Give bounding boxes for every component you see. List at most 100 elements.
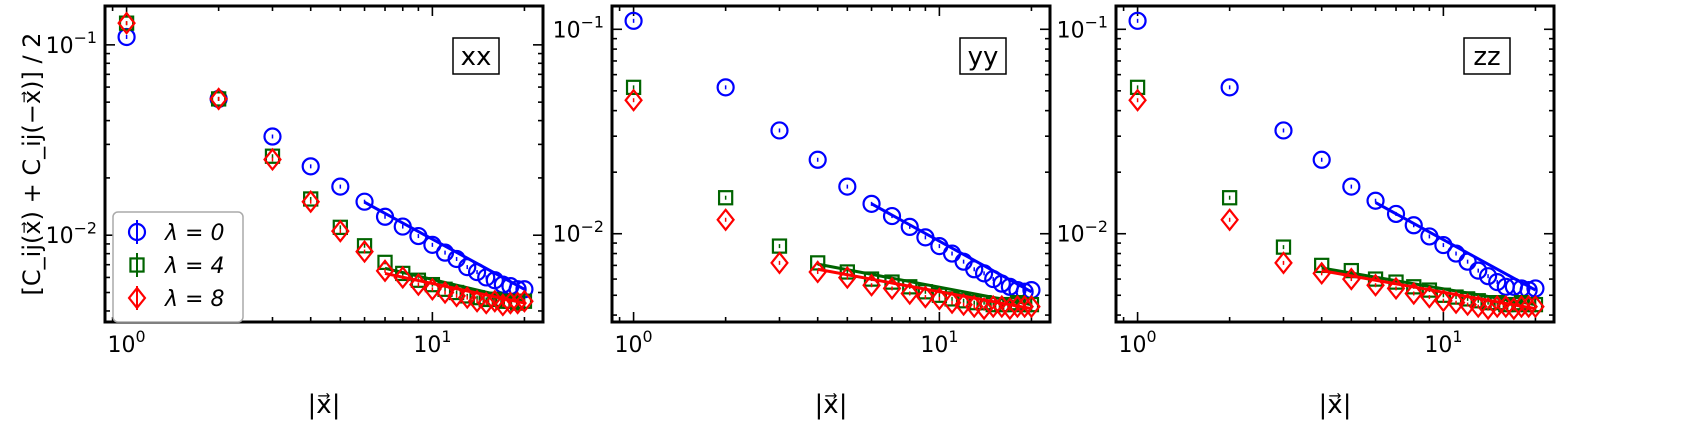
- data-point: [301, 190, 321, 214]
- data-point: [770, 121, 789, 140]
- data-point: [1504, 296, 1524, 321]
- data-point: [1341, 267, 1361, 291]
- data-point: [624, 88, 643, 112]
- axes-frame: [1114, 4, 1556, 324]
- data-point: [916, 285, 935, 309]
- axes-frame: [610, 4, 1052, 324]
- data-point: [717, 190, 734, 206]
- data-point: [1220, 78, 1239, 97]
- x-tick-label: 101: [1424, 327, 1462, 358]
- data-point: [624, 11, 643, 30]
- data-point: [355, 192, 374, 211]
- data-point: [1274, 251, 1293, 275]
- y-tick-label: 10−1: [553, 12, 604, 43]
- data-point: [716, 208, 735, 232]
- data-point: [1008, 294, 1027, 319]
- data-point: [1404, 216, 1423, 235]
- data-point: [209, 87, 228, 111]
- x-axis-label: |x⃗|: [308, 390, 341, 420]
- x-axis-label: |x⃗|: [815, 390, 848, 420]
- data-point: [882, 206, 902, 226]
- panel-label-text: yy: [968, 42, 999, 72]
- data-point: [916, 228, 935, 247]
- data-point: [974, 296, 994, 321]
- panel-label-box: [452, 37, 500, 75]
- data-point: [477, 268, 496, 287]
- data-point: [965, 260, 984, 279]
- data-point: [808, 150, 827, 169]
- panel-label-text: zz: [1473, 42, 1500, 72]
- panel-yy: 100 101 10−2 10−1 yy |x⃗|: [553, 4, 1052, 420]
- data-point: [476, 291, 496, 315]
- x-tick-label: 100: [615, 327, 653, 358]
- y-tick-label: 10−2: [553, 217, 604, 248]
- data-point: [862, 194, 881, 213]
- data-point: [375, 207, 395, 226]
- data-point: [837, 265, 857, 290]
- data-point: [974, 264, 994, 283]
- data-point: [1458, 252, 1477, 271]
- data-point: [930, 287, 949, 311]
- axes-frame: [103, 4, 545, 324]
- data-point: [393, 217, 412, 236]
- data-point: [1488, 272, 1507, 292]
- data-point: [263, 147, 282, 172]
- data-point: [808, 260, 828, 284]
- data-point: [882, 276, 902, 301]
- legend-label: λ = 8: [164, 287, 224, 312]
- data-point: [716, 78, 735, 97]
- data-point: [501, 291, 520, 315]
- data-point: [1434, 235, 1453, 255]
- data-point: [375, 259, 395, 283]
- data-point: [625, 79, 642, 96]
- legend: λ = 0 λ = 4 λ = 8: [112, 211, 244, 323]
- panel-label-box: [959, 37, 1007, 75]
- data-point: [992, 274, 1011, 293]
- x-tick-label: 101: [920, 327, 958, 358]
- data-point: [862, 273, 881, 297]
- data-point: [1487, 294, 1507, 319]
- y-tick-label: 10−2: [1057, 217, 1108, 248]
- data-point: [1458, 292, 1477, 317]
- data-point: [330, 219, 350, 243]
- legend-frame: [112, 211, 244, 323]
- data-point: [900, 217, 919, 236]
- data-point: [1478, 296, 1498, 321]
- data-point: [1404, 281, 1424, 306]
- data-point: [1022, 294, 1041, 319]
- panel-label: xx: [452, 37, 500, 75]
- panel-label: zz: [1463, 37, 1511, 75]
- data-point: [1434, 289, 1453, 313]
- y-tick-label: 10−1: [46, 28, 97, 59]
- data-point: [515, 289, 534, 313]
- data-point: [447, 284, 466, 308]
- data-point: [983, 294, 1003, 319]
- data-point: [1386, 204, 1406, 224]
- data-point: [1366, 191, 1385, 210]
- x-tick-label: 100: [1119, 327, 1157, 358]
- panel-label-text: xx: [461, 42, 492, 72]
- data-point: [423, 277, 442, 301]
- data-point: [1312, 150, 1331, 169]
- data-point: [1526, 294, 1545, 319]
- data-point: [1312, 261, 1332, 286]
- data-point: [1519, 294, 1538, 319]
- data-point: [1128, 88, 1147, 112]
- fit-line: [363, 200, 526, 291]
- data-point: [409, 272, 428, 297]
- data-point: [1221, 190, 1238, 206]
- data-point: [1366, 273, 1385, 297]
- data-point: [1478, 267, 1498, 286]
- data-point: [1512, 294, 1531, 319]
- data-point: [355, 239, 374, 264]
- data-point: [117, 11, 136, 35]
- panel-label-box: [1463, 37, 1511, 75]
- data-point: [1274, 121, 1293, 140]
- legend-label: λ = 0: [164, 221, 224, 246]
- data-point: [409, 226, 428, 246]
- data-point: [984, 269, 1003, 289]
- data-point: [942, 290, 962, 315]
- x-axis-label: |x⃗|: [1319, 390, 1352, 420]
- data-point: [457, 285, 477, 310]
